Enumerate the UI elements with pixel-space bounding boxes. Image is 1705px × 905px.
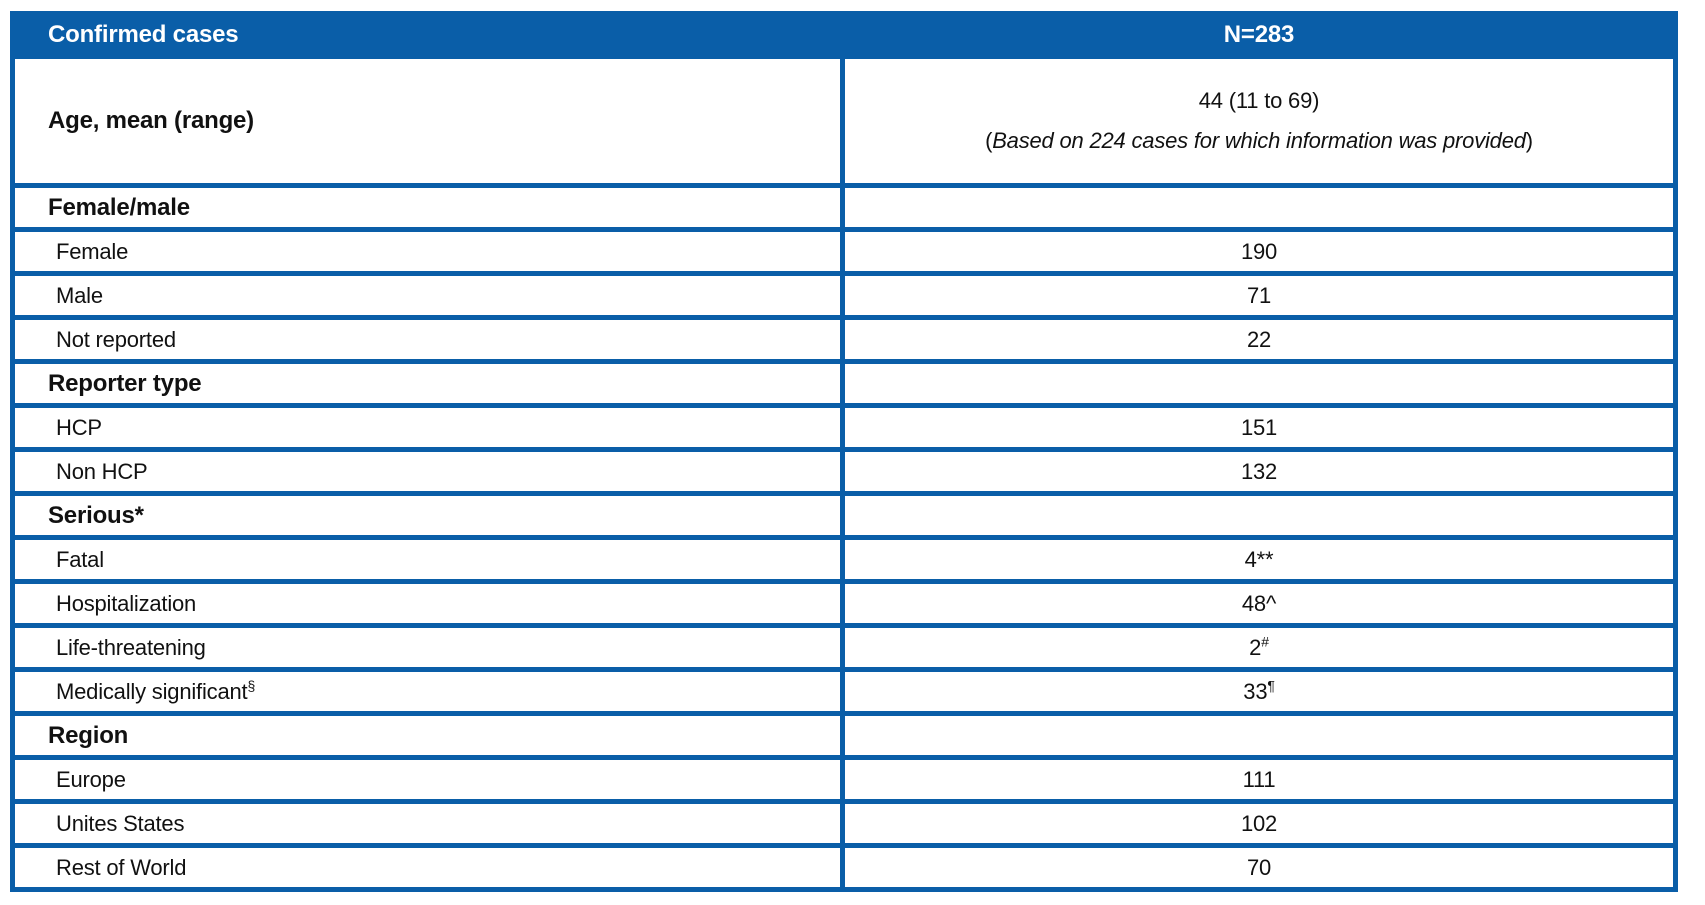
row-value-cell: 48^ bbox=[840, 579, 1678, 628]
age-label: Age, mean (range) bbox=[48, 107, 254, 134]
row-label: Europe bbox=[56, 766, 126, 792]
row-value-cell bbox=[840, 711, 1678, 760]
table-row: Non HCP 132 bbox=[10, 447, 1678, 496]
row-label: Life-threatening bbox=[56, 634, 206, 660]
row-label-cell: Region bbox=[10, 711, 845, 760]
row-label-cell: HCP bbox=[10, 403, 845, 452]
table-row: Region bbox=[10, 711, 1678, 760]
row-value: 4** bbox=[1244, 546, 1274, 572]
row-value-cell: 71 bbox=[840, 271, 1678, 320]
table-row: Europe 111 bbox=[10, 755, 1678, 804]
row-value: 132 bbox=[1240, 458, 1278, 484]
row-label: Medically significant bbox=[56, 678, 248, 704]
table-row: Female/male bbox=[10, 183, 1678, 232]
age-value-line2: (Based on 224 cases for which informatio… bbox=[845, 128, 1673, 154]
row-value: 33 bbox=[1243, 678, 1268, 704]
row-value: 70 bbox=[1246, 854, 1272, 880]
row-value-sup: # bbox=[1261, 633, 1269, 650]
row-label: Region bbox=[48, 721, 129, 749]
table-row: Serious* bbox=[10, 491, 1678, 540]
table-head: Confirmed cases N=283 bbox=[10, 11, 1678, 59]
table-row: Reporter type bbox=[10, 359, 1678, 408]
row-label: Non HCP bbox=[56, 458, 148, 484]
row-label: Female/male bbox=[48, 193, 190, 221]
age-value-cell: 44 (11 to 69) (Based on 224 cases for wh… bbox=[840, 54, 1678, 188]
header-n-cell: N=283 bbox=[840, 11, 1678, 59]
row-label-cell: Hospitalization bbox=[10, 579, 845, 628]
table-row: Hospitalization 48^ bbox=[10, 579, 1678, 628]
row-value-cell: 132 bbox=[840, 447, 1678, 496]
row-value-cell: 70 bbox=[840, 843, 1678, 892]
row-label: Serious* bbox=[48, 501, 144, 529]
row-label-cell: Non HCP bbox=[10, 447, 845, 496]
table-row: Rest of World 70 bbox=[10, 843, 1678, 892]
table-row: Life-threatening 2# bbox=[10, 623, 1678, 672]
row-value: 102 bbox=[1240, 810, 1278, 836]
header-title: Confirmed cases bbox=[48, 21, 239, 48]
row-label: Fatal bbox=[56, 546, 104, 572]
row-value: 2 bbox=[1249, 634, 1262, 660]
table-row: Unites States 102 bbox=[10, 799, 1678, 848]
row-value-cell bbox=[840, 183, 1678, 232]
row-label: Male bbox=[56, 282, 103, 308]
row-label-cell: Unites States bbox=[10, 799, 845, 848]
paren-close: ) bbox=[1525, 128, 1533, 153]
table-body: Age, mean (range) 44 (11 to 69) (Based o… bbox=[10, 54, 1678, 892]
row-label-cell: Reporter type bbox=[10, 359, 845, 408]
row-label-cell: Fatal bbox=[10, 535, 845, 584]
row-label-cell: Medically significant§ bbox=[10, 667, 845, 716]
row-label: Hospitalization bbox=[56, 590, 197, 616]
table-row: Fatal 4** bbox=[10, 535, 1678, 584]
row-value-cell bbox=[840, 491, 1678, 540]
row-label: Unites States bbox=[56, 810, 185, 836]
table-row: Medically significant§ 33¶ bbox=[10, 667, 1678, 716]
table-header-row: Confirmed cases N=283 bbox=[10, 11, 1678, 59]
row-label-cell: Rest of World bbox=[10, 843, 845, 892]
row-label-cell: Life-threatening bbox=[10, 623, 845, 672]
row-value: 111 bbox=[1242, 766, 1276, 792]
row-label-cell: Serious* bbox=[10, 491, 845, 540]
table-row: Not reported 22 bbox=[10, 315, 1678, 364]
header-title-cell: Confirmed cases bbox=[10, 11, 845, 59]
paren-open: ( bbox=[985, 128, 993, 153]
row-value-cell: 22 bbox=[840, 315, 1678, 364]
row-value-cell: 151 bbox=[840, 403, 1678, 452]
row-value: 71 bbox=[1246, 282, 1272, 308]
row-label: Rest of World bbox=[56, 854, 187, 880]
row-label-sup: § bbox=[247, 677, 256, 694]
row-value-cell: 102 bbox=[840, 799, 1678, 848]
age-value-note: Based on 224 cases for which information… bbox=[992, 128, 1526, 153]
row-value-cell: 4** bbox=[840, 535, 1678, 584]
row-value: 22 bbox=[1246, 326, 1272, 352]
row-value-cell: 190 bbox=[840, 227, 1678, 276]
row-label-cell: Europe bbox=[10, 755, 845, 804]
table-row: HCP 151 bbox=[10, 403, 1678, 452]
row-label-cell: Female/male bbox=[10, 183, 845, 232]
row-value: 48^ bbox=[1241, 590, 1277, 616]
row-label: HCP bbox=[56, 414, 102, 440]
row-label: Reporter type bbox=[48, 369, 202, 397]
row-value-cell: 33¶ bbox=[840, 667, 1678, 716]
row-value-cell bbox=[840, 359, 1678, 408]
row-value-cell: 2# bbox=[840, 623, 1678, 672]
row-value: 190 bbox=[1240, 238, 1278, 264]
table-row: Female 190 bbox=[10, 227, 1678, 276]
row-value: 151 bbox=[1240, 414, 1278, 440]
row-value-cell: 111 bbox=[840, 755, 1678, 804]
row-label-cell: Female bbox=[10, 227, 845, 276]
confirmed-cases-table: Confirmed cases N=283 Age, mean (range) … bbox=[10, 11, 1678, 892]
age-row: Age, mean (range) 44 (11 to 69) (Based o… bbox=[10, 54, 1678, 188]
row-label: Female bbox=[56, 238, 129, 264]
header-n-label: N=283 bbox=[1223, 21, 1295, 48]
age-label-cell: Age, mean (range) bbox=[10, 54, 845, 188]
row-label-cell: Male bbox=[10, 271, 845, 320]
age-value-line1: 44 (11 to 69) bbox=[1198, 88, 1320, 113]
row-label-cell: Not reported bbox=[10, 315, 845, 364]
row-label: Not reported bbox=[56, 326, 176, 352]
row-value-sup: ¶ bbox=[1267, 677, 1275, 694]
table-row: Male 71 bbox=[10, 271, 1678, 320]
